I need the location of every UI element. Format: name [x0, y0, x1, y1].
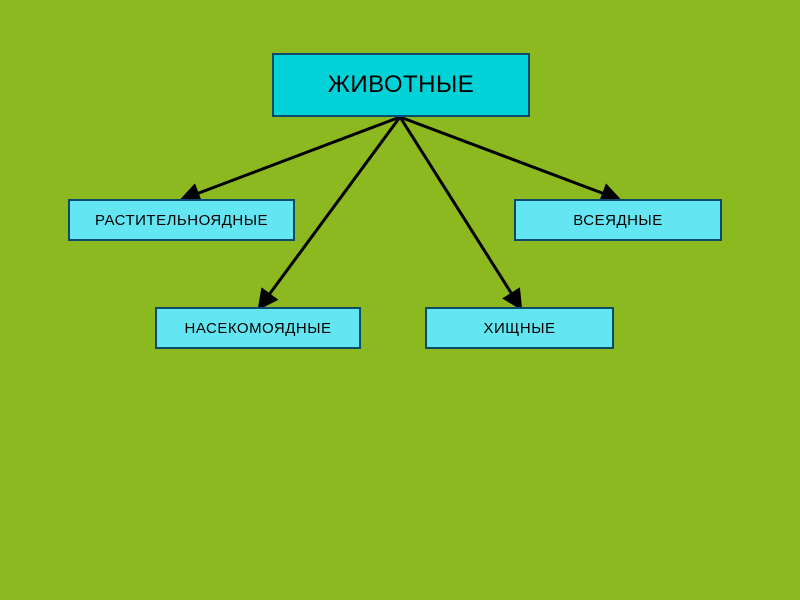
child-node-herbivores: РАСТИТЕЛЬНОЯДНЫЕ: [68, 199, 295, 241]
edge-arrow: [183, 117, 400, 199]
edge-arrow: [400, 117, 520, 307]
root-label: ЖИВОТНЫЕ: [328, 71, 475, 99]
child-node-omnivores: ВСЕЯДНЫЕ: [514, 199, 722, 241]
edge-arrow: [400, 117, 618, 199]
child-label: РАСТИТЕЛЬНОЯДНЫЕ: [95, 212, 268, 229]
child-label: ВСЕЯДНЫЕ: [573, 212, 662, 229]
child-label: НАСЕКОМОЯДНЫЕ: [184, 320, 331, 337]
root-node: ЖИВОТНЫЕ: [272, 53, 530, 117]
diagram-canvas: ЖИВОТНЫЕ РАСТИТЕЛЬНОЯДНЫЕ НАСЕКОМОЯДНЫЕ …: [0, 0, 800, 600]
child-label: ХИЩНЫЕ: [484, 320, 556, 337]
child-node-insectivores: НАСЕКОМОЯДНЫЕ: [155, 307, 361, 349]
child-node-predators: ХИЩНЫЕ: [425, 307, 614, 349]
